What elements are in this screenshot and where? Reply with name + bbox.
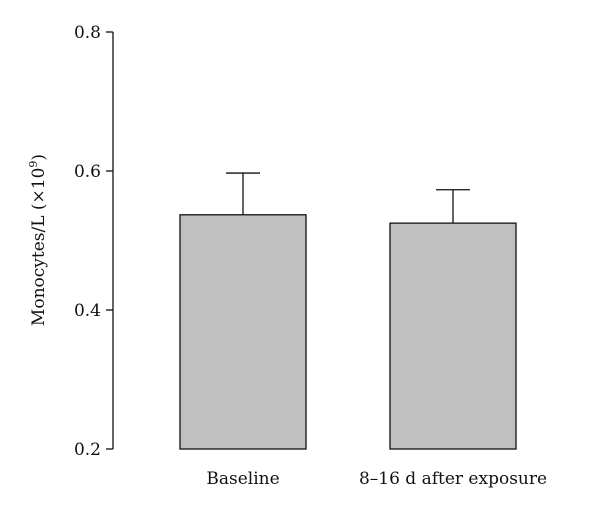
plot-area: 0.2 0.4 0.6 0.8 Baseline 8–16 d after exposur… — [74, 23, 547, 489]
y-axis-title-main: Monocytes/L (×10 — [29, 168, 49, 327]
y-axis-title-superscript: 9 — [27, 161, 40, 168]
y-axis-title-suffix: ) — [29, 154, 49, 161]
y-axis-title: Monocytes/L (×109) — [27, 154, 49, 326]
x-tick-label: 8–16 d after exposure — [359, 469, 547, 489]
x-tick-label: Baseline — [206, 469, 279, 489]
y-tick-label: 0.6 — [74, 162, 101, 182]
y-tick-label: 0.4 — [74, 301, 101, 321]
bar — [179, 214, 307, 450]
y-tick-label: 0.8 — [74, 23, 101, 43]
bar — [389, 222, 517, 450]
y-tick-label: 0.2 — [74, 440, 101, 460]
